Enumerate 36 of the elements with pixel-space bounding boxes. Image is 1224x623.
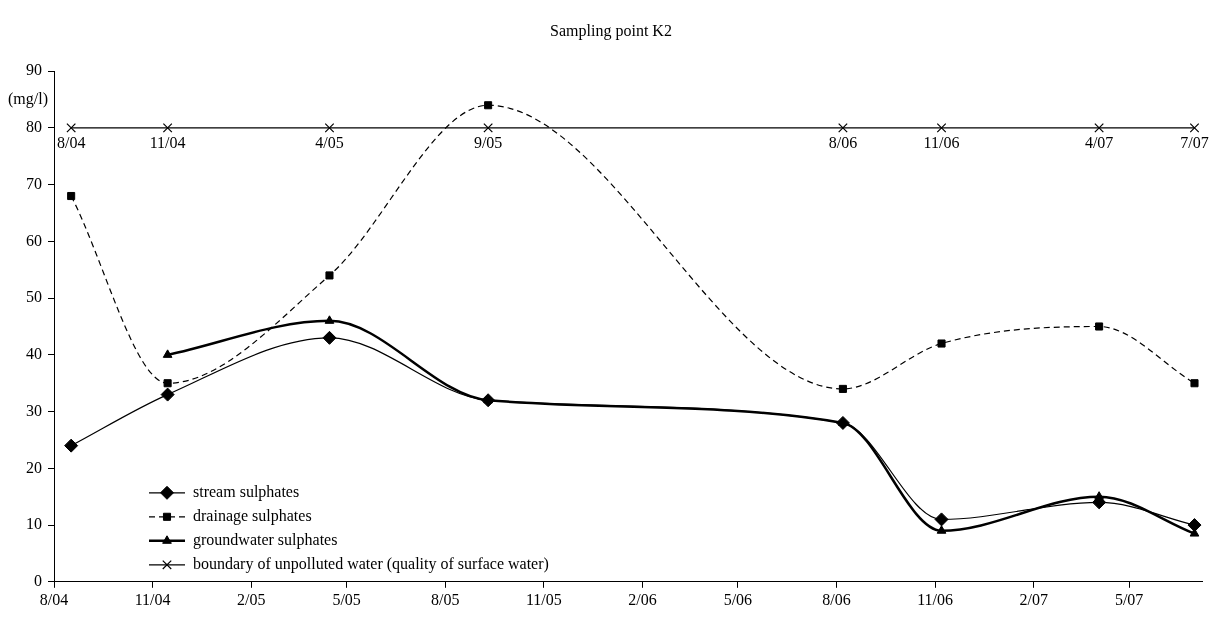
y-tick-label: 10 [26,515,42,533]
legend-label: boundary of unpolluted water (quality of surface water) [193,555,549,573]
x-tick-label: 8/06 [822,590,851,608]
x-tick-label: 11/06 [917,590,954,608]
y-tick-label: 80 [26,118,42,136]
y-axis-title: (mg/l) [8,89,48,108]
annotation: 11/04 [149,134,186,152]
y-tick-label: 70 [26,174,42,192]
x-tick-label: 5/07 [1114,590,1144,608]
x-tick-label: 11/05 [525,590,562,608]
y-tick-label: 40 [26,345,42,363]
x-tick-label: 8/05 [431,590,460,608]
x-tick-label: 2/05 [237,590,266,608]
chart-title: Sampling point K2 [550,21,672,40]
y-tick-label: 0 [34,572,42,589]
x-tick-label: 8/04 [39,590,69,608]
annotation: 8/04 [56,134,86,152]
x-tick-label: 2/06 [628,590,657,608]
legend-label: drainage sulphates [193,507,312,525]
annotation: 4/05 [315,134,344,152]
y-tick-label: 20 [26,458,42,476]
annotation: 9/05 [473,134,503,152]
annotation: 4/07 [1084,134,1114,152]
annotation: 8/06 [828,134,858,152]
y-tick-label: 60 [26,231,42,249]
y-tick-label: 30 [26,401,42,419]
y-tick-label: 50 [26,288,42,306]
annotation: 11/06 [923,134,960,152]
annotation: 7/07 [1180,134,1209,152]
legend-label: stream sulphates [193,483,300,501]
x-tick-label: 11/04 [134,590,171,608]
x-tick-label: 2/07 [1019,590,1048,608]
y-tick-label: 90 [26,61,42,79]
x-tick-label: 5/05 [332,590,361,608]
legend-label: groundwater sulphates [193,531,338,549]
x-tick-label: 5/06 [723,590,753,608]
